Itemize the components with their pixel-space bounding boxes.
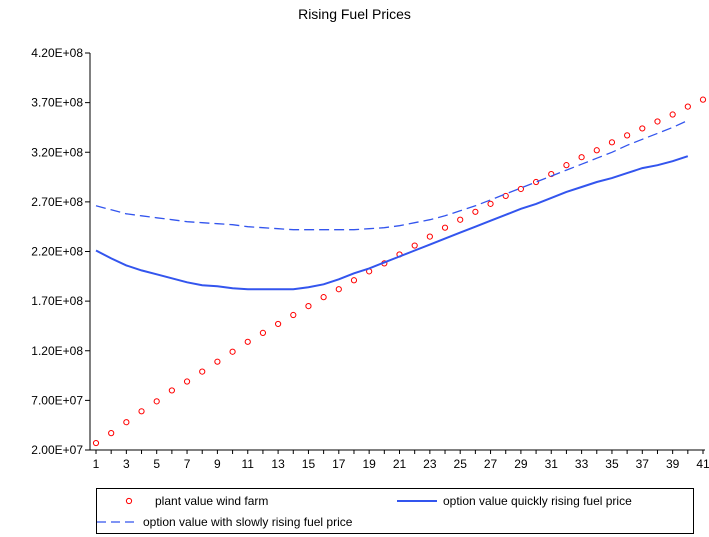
y-tick-label: 7.00E+07	[31, 393, 83, 407]
data-point-marker	[411, 242, 418, 249]
x-tick-label: 3	[123, 457, 130, 471]
data-point-marker	[517, 185, 525, 193]
data-point-marker	[684, 103, 691, 110]
x-tick-label: 17	[332, 457, 346, 471]
x-tick-label: 19	[362, 457, 376, 471]
x-tick-label: 9	[214, 457, 221, 471]
data-point-marker	[123, 419, 130, 426]
legend-marker-dashed-line-icon	[97, 516, 137, 528]
x-tick-label: 27	[484, 457, 498, 471]
data-point-marker	[699, 96, 707, 103]
legend-item-slow-fuel: option value with slowly rising fuel pri…	[97, 515, 352, 529]
data-point-marker	[138, 408, 145, 415]
y-tick-label: 4.20E+08	[31, 46, 83, 60]
y-tick-label: 2.20E+08	[31, 245, 83, 259]
x-tick-label: 7	[184, 457, 191, 471]
data-point-marker	[320, 294, 327, 301]
y-tick-label: 3.70E+08	[31, 96, 83, 110]
data-point-marker	[457, 216, 464, 223]
data-point-marker	[578, 154, 585, 161]
data-point-marker	[168, 387, 175, 394]
x-tick-label: 29	[514, 457, 528, 471]
legend-item-quick-fuel: option value quickly rising fuel price	[397, 494, 632, 508]
x-tick-label: 15	[302, 457, 316, 471]
data-point-marker	[183, 378, 191, 385]
data-point-marker	[153, 398, 160, 405]
y-tick-label: 3.20E+08	[31, 145, 83, 159]
x-tick-label: 41	[696, 457, 709, 471]
chart-title: Rising Fuel Prices	[298, 6, 411, 22]
legend-label: plant value wind farm	[155, 494, 269, 508]
data-point-marker	[244, 338, 251, 345]
series-layer	[92, 96, 707, 447]
x-tick-label: 35	[605, 457, 619, 471]
chart-plot: 2.00E+07 7.00E+07 1.20E+08 1.70E+08 2.20E+08…	[31, 46, 709, 471]
x-tick-label: 13	[271, 457, 285, 471]
x-tick-label: 23	[423, 457, 437, 471]
legend-item-plant-value: plant value wind farm	[109, 494, 268, 508]
axes	[85, 52, 705, 454]
legend-label: option value quickly rising fuel price	[443, 494, 632, 508]
data-point-marker	[214, 358, 221, 365]
legend: plant value wind farm option value quick…	[96, 488, 694, 534]
y-tick-label: 2.70E+08	[31, 195, 83, 209]
data-point-marker	[532, 178, 540, 186]
data-point-marker	[639, 125, 646, 132]
data-point-marker	[305, 302, 312, 310]
x-tick-label: 39	[666, 457, 680, 471]
series-line-2	[95, 119, 689, 231]
data-point-marker	[487, 200, 494, 207]
y-tick-label: 2.00E+07	[31, 443, 83, 457]
x-tick-label: 37	[636, 457, 650, 471]
y-tick-label: 1.70E+08	[31, 294, 83, 308]
data-point-marker	[335, 286, 342, 293]
x-tick-label: 11	[242, 457, 255, 471]
data-point-marker	[108, 430, 115, 437]
x-tick-label: 25	[454, 457, 468, 471]
legend-marker-solid-line-icon	[397, 495, 437, 507]
data-point-marker	[593, 147, 600, 154]
tick-labels: 2.00E+07 7.00E+07 1.20E+08 1.70E+08 2.20E+08…	[31, 46, 709, 471]
data-point-marker	[669, 111, 676, 118]
x-tick-label: 31	[545, 457, 559, 471]
data-point-marker	[350, 277, 358, 284]
data-point-marker	[502, 192, 509, 200]
data-point-marker	[199, 368, 206, 375]
data-point-marker	[654, 118, 661, 125]
data-point-marker	[472, 208, 479, 215]
legend-label: option value with slowly rising fuel pri…	[143, 515, 353, 529]
data-point-marker	[426, 233, 433, 240]
data-point-marker	[92, 439, 100, 447]
data-point-marker	[229, 348, 236, 355]
legend-marker-circle-icon	[109, 495, 149, 507]
data-point-marker	[608, 139, 616, 146]
data-point-marker	[563, 162, 570, 169]
data-point-marker	[259, 329, 267, 336]
data-point-marker	[441, 224, 449, 231]
x-tick-label: 21	[393, 457, 407, 471]
data-point-marker	[624, 132, 631, 139]
x-tick-label: 33	[575, 457, 589, 471]
data-point-marker	[290, 311, 297, 319]
data-point-marker	[275, 320, 282, 328]
series-line-1	[95, 155, 689, 291]
x-tick-label: 5	[153, 457, 160, 471]
x-tick-label: 1	[93, 457, 100, 471]
y-tick-label: 1.20E+08	[31, 344, 83, 358]
